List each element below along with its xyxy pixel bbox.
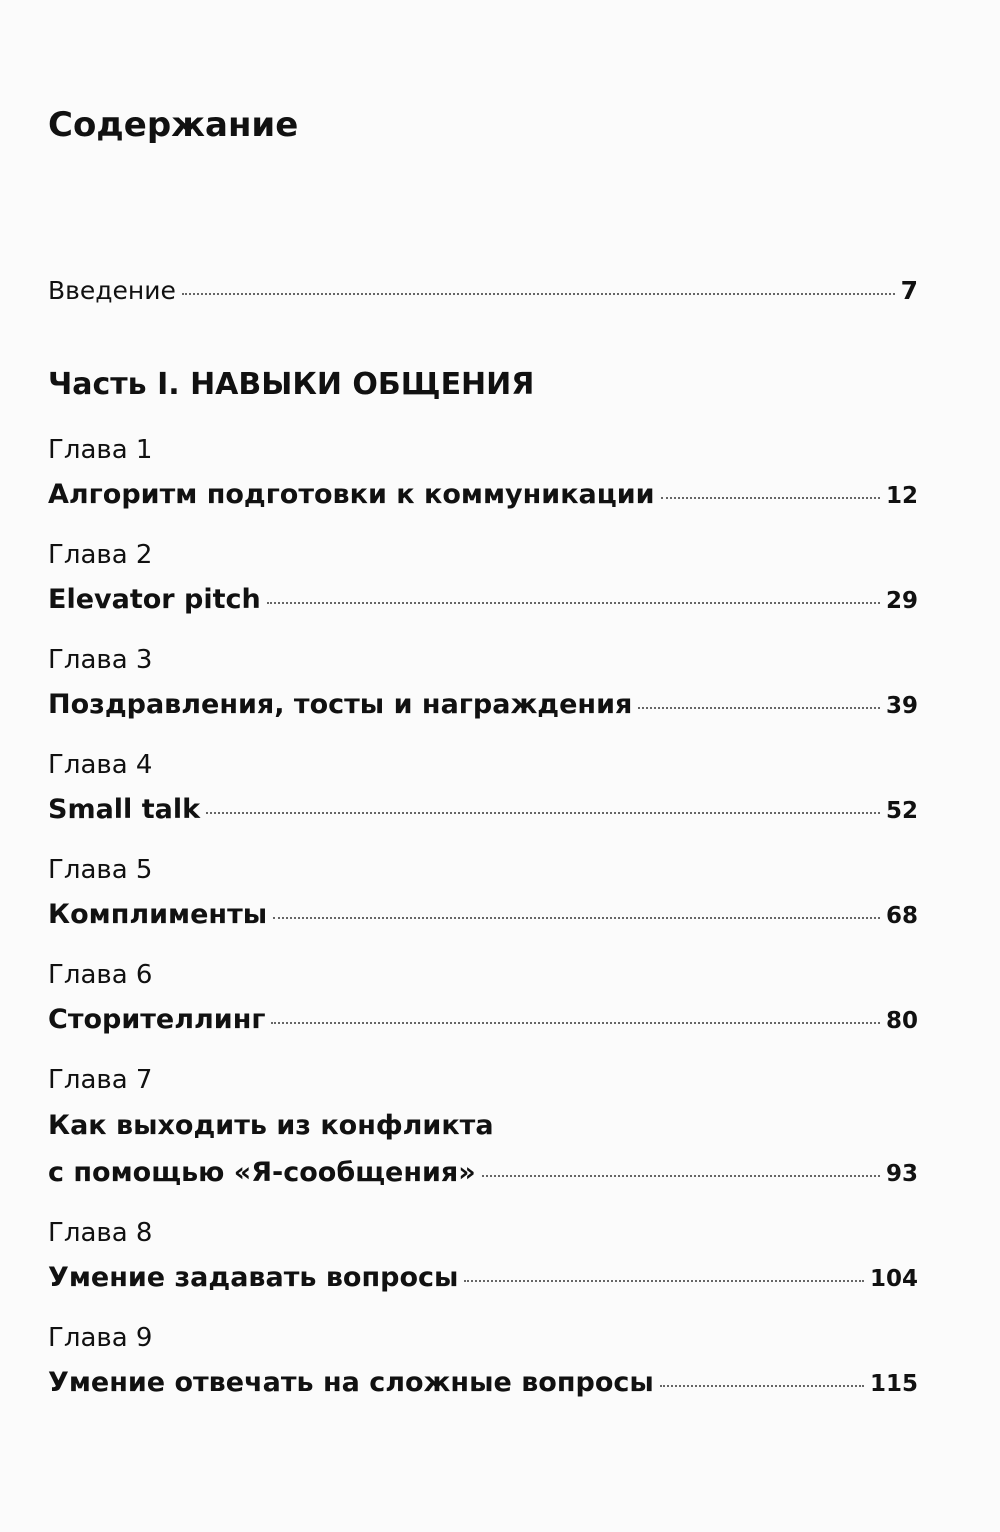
chapter-entry: с помощью «Я-сообщения» 93 (48, 1150, 918, 1197)
chapter-label: Глава 2 (48, 540, 153, 570)
chapter-title: Комплименты (48, 899, 268, 930)
chapter: Глава 2 Elevator pitch 29 (48, 533, 918, 624)
chapter-label: Глава 1 (48, 435, 153, 465)
chapter: Глава 3 Поздравления, тосты и награждения… (48, 638, 918, 729)
chapter: Глава 8 Умение задавать вопросы 104 (48, 1211, 918, 1302)
chapter-label: Глава 6 (48, 960, 153, 990)
toc-title: Содержание (48, 105, 299, 145)
chapter-title: Small talk (48, 794, 201, 825)
chapter-title-line: Как выходить из конфликта (48, 1110, 494, 1141)
page-number: 104 (869, 1266, 918, 1292)
chapter-entry: Сторителлинг 80 (48, 997, 918, 1044)
chapter-label: Глава 5 (48, 855, 153, 885)
chapter-entry: Elevator pitch 29 (48, 577, 918, 624)
dot-leader (659, 1385, 864, 1387)
chapter-title: Алгоритм подготовки к коммуникации (48, 479, 655, 510)
chapter: Глава 9 Умение отвечать на сложные вопрос… (48, 1316, 918, 1407)
chapter-title: Умение задавать вопросы (48, 1262, 459, 1293)
entry-title: Введение (48, 276, 176, 305)
chapter-title: Поздравления, тосты и награждения (48, 689, 633, 720)
chapter: Глава 5 Комплименты 68 (48, 848, 918, 939)
chapter: Глава 7 Как выходить из конфликта с помощь… (48, 1058, 918, 1197)
page-number: 7 (900, 276, 918, 305)
chapter-label: Глава 3 (48, 645, 153, 675)
page-number: 93 (885, 1161, 918, 1187)
chapter-list: Глава 1 Алгоритм подготовки к коммуникаци… (48, 428, 918, 1421)
dot-leader (273, 917, 880, 919)
chapter-entry: Алгоритм подготовки к коммуникации 12 (48, 472, 918, 519)
chapter-entry: Умение отвечать на сложные вопросы 115 (48, 1360, 918, 1407)
page-number: 52 (885, 798, 918, 824)
chapter-entry: Поздравления, тосты и награждения 39 (48, 682, 918, 729)
chapter-title: Сторителлинг (48, 1004, 266, 1035)
chapter-label: Глава 8 (48, 1218, 153, 1248)
intro-entry: Введение 7 (48, 268, 918, 314)
chapter-entry: Умение задавать вопросы 104 (48, 1255, 918, 1302)
page-number: 68 (885, 903, 918, 929)
chapter: Глава 1 Алгоритм подготовки к коммуникаци… (48, 428, 918, 519)
chapter-entry: Small talk 52 (48, 787, 918, 834)
chapter-title: Умение отвечать на сложные вопросы (48, 1367, 654, 1398)
chapter: Глава 6 Сторителлинг 80 (48, 953, 918, 1044)
dot-leader (271, 1022, 880, 1024)
chapter: Глава 4 Small talk 52 (48, 743, 918, 834)
dot-leader (266, 602, 880, 604)
part-heading: Часть I. НАВЫКИ ОБЩЕНИЯ (48, 367, 535, 402)
page-number: 29 (885, 588, 918, 614)
chapter-label: Глава 4 (48, 750, 153, 780)
dot-leader (638, 707, 880, 709)
dot-leader (481, 1175, 880, 1177)
chapter-label: Глава 7 (48, 1065, 153, 1095)
dot-leader (660, 497, 880, 499)
chapter-label: Глава 9 (48, 1323, 153, 1353)
dot-leader (206, 812, 880, 814)
page-number: 12 (885, 483, 918, 509)
dot-leader (464, 1280, 864, 1282)
page-number: 80 (885, 1008, 918, 1034)
chapter-entry: Комплименты 68 (48, 892, 918, 939)
dot-leader (181, 293, 895, 295)
page-number: 39 (885, 693, 918, 719)
page-number: 115 (869, 1371, 918, 1397)
chapter-title: с помощью «Я-сообщения» (48, 1157, 476, 1188)
chapter-title: Elevator pitch (48, 584, 261, 615)
